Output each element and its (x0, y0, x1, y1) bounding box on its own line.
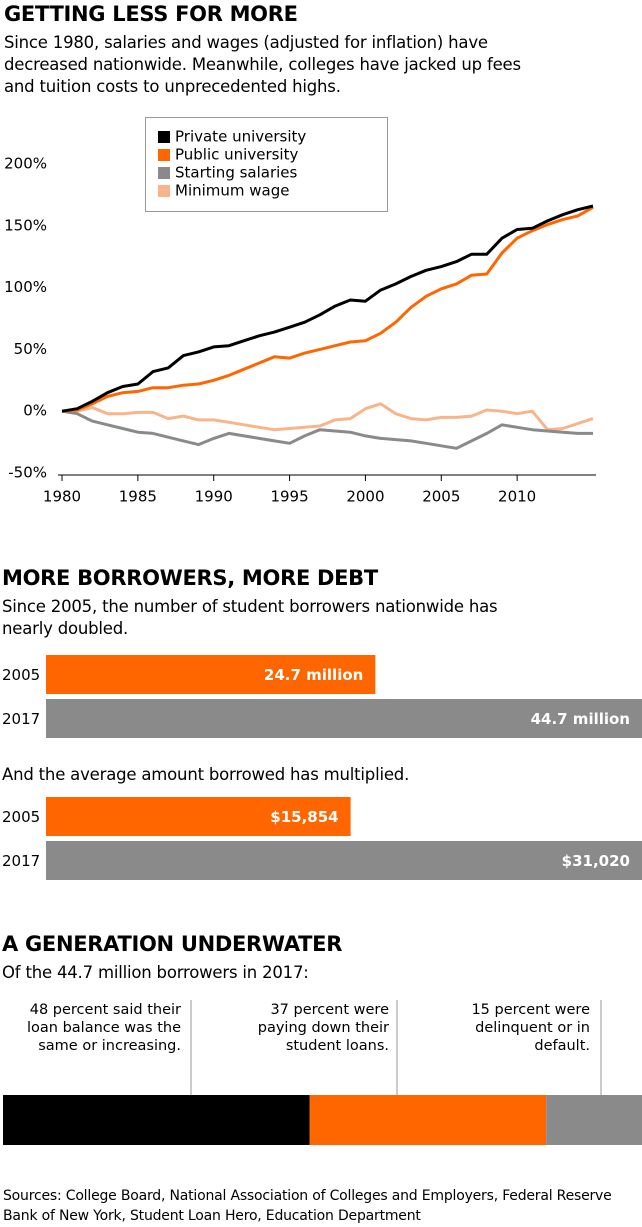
annotation: 15 percent were delinquent or in default… (471, 1002, 590, 1054)
chart-title: GETTING LESS FOR MORE (4, 2, 298, 26)
legend-swatch (158, 149, 170, 161)
bar (46, 797, 351, 836)
x-tick-label: 2010 (498, 488, 536, 506)
legend-box (145, 117, 388, 212)
line (61, 204, 594, 413)
annotation: 37 percent were paying down their studen… (257, 1002, 389, 1054)
line (62, 402, 594, 432)
legend-label: Public university (175, 146, 298, 164)
x-tick-label: 2000 (346, 488, 384, 506)
category-label: 2017 (2, 852, 40, 870)
value-label: $31,020 (562, 852, 630, 870)
value-label: $15,854 (270, 808, 338, 826)
category-label: 2017 (2, 710, 40, 728)
x-tick-label: 1980 (43, 488, 81, 506)
line (61, 205, 594, 413)
legend-swatch (158, 185, 170, 197)
chart-subtitle: Since 1980, salaries and wages (adjusted… (4, 33, 521, 96)
legend-swatch (158, 167, 170, 179)
y-tick-label: 200% (4, 155, 47, 173)
x-tick-label: 1990 (195, 488, 233, 506)
legend-label: Private university (175, 128, 306, 146)
x-tick-label: 1985 (119, 488, 157, 506)
category-label: 2005 (2, 666, 40, 684)
chart-title: MORE BORROWERS, MORE DEBT (2, 566, 378, 590)
bar-segment (309, 1095, 547, 1145)
chart-title: A GENERATION UNDERWATER (2, 932, 343, 956)
annotation: 48 percent said their loan balance was t… (27, 1002, 181, 1054)
bar (46, 655, 376, 694)
bar-segment (3, 1095, 310, 1145)
bar (46, 699, 642, 738)
y-tick-label: 50% (14, 340, 47, 358)
value-label: 24.7 million (264, 666, 363, 684)
y-tick-label: 0% (23, 402, 47, 420)
value-label: 44.7 million (531, 710, 630, 728)
chart-subtitle: Since 2005, the number of student borrow… (2, 597, 498, 638)
x-tick-label: 2005 (422, 488, 460, 506)
chart-subtitle: Of the 44.7 million borrowers in 2017: (2, 963, 309, 982)
chart-subtitle: And the average amount borrowed has mult… (2, 765, 410, 784)
legend-swatch (158, 131, 170, 143)
legend-label: Minimum wage (175, 182, 290, 200)
line (61, 409, 593, 450)
bar (46, 841, 642, 880)
sources: Sources: College Board, National Associa… (3, 1188, 612, 1224)
bar-segment (546, 1095, 642, 1145)
x-tick-label: 1995 (270, 488, 308, 506)
y-tick-label: 100% (4, 278, 47, 296)
category-label: 2005 (2, 808, 40, 826)
y-tick-label: -50% (8, 464, 47, 482)
y-tick-label: 150% (4, 216, 47, 234)
legend-label: Starting salaries (175, 164, 298, 182)
